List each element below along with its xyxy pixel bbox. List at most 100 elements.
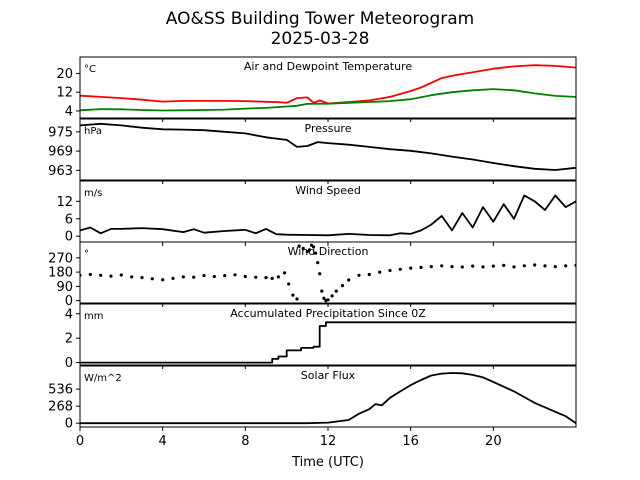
panel-unit: m/s (84, 188, 102, 199)
y-tick-label: 963 (48, 164, 73, 179)
series-point (295, 297, 299, 301)
series-point (316, 261, 320, 265)
panel-title: Pressure (305, 122, 352, 135)
series-point (347, 278, 351, 282)
panel-title: Solar Flux (301, 369, 356, 382)
chart-title: AO&SS Building Tower Meteorogram (166, 9, 474, 29)
series-point (140, 276, 144, 280)
series-point (522, 264, 526, 268)
y-tick-label: 0 (65, 294, 73, 309)
series-point (254, 275, 258, 279)
panel-data-wind (80, 194, 576, 237)
x-tick-label: 0 (76, 434, 84, 449)
series-point (192, 275, 196, 279)
series-point (502, 263, 506, 267)
series-point (334, 289, 338, 293)
series-line-wind-0 (80, 194, 576, 237)
panel-temp: 4 12 20 Air and Dewpoint Temperature °C (56, 56, 577, 122)
x-tick-label: 16 (402, 434, 419, 449)
y-tick-label: 0 (65, 417, 73, 432)
panel-solar: 0 268 536 Solar Flux W/m^2 (48, 365, 577, 432)
series-point (130, 275, 134, 279)
series-point (301, 246, 305, 250)
panel-unit: W/m^2 (84, 373, 122, 384)
y-tick-label: 2 (65, 332, 73, 347)
series-point (287, 282, 291, 286)
panel-frame (79, 365, 577, 428)
panel-pressure: 963 969 975 Pressure hPa (48, 118, 577, 184)
y-tick-label: 12 (56, 86, 73, 101)
series-point (99, 273, 103, 277)
series-point (512, 265, 516, 269)
series-point (264, 276, 268, 280)
panel-data-pressure (80, 122, 576, 171)
series-point (450, 265, 454, 269)
series-point (553, 265, 557, 269)
panel-data-precip (80, 321, 576, 364)
panel-data-direction (80, 243, 576, 303)
y-tick-label: 536 (48, 383, 73, 398)
panel-unit: mm (84, 311, 103, 322)
series-point (491, 264, 495, 268)
y-tick-label: 4 (65, 104, 73, 119)
y-tick-label: 180 (48, 266, 73, 281)
panel-title: Air and Dewpoint Temperature (244, 60, 412, 73)
chart-subtitle-date: 2025-03-28 (271, 29, 370, 49)
x-tick-label: 8 (241, 434, 249, 449)
series-point (181, 275, 185, 279)
panel-data-solar (80, 372, 576, 425)
y-tick-label: 975 (48, 125, 73, 140)
y-tick-label: 6 (65, 212, 73, 227)
series-point (388, 268, 392, 273)
series-point (398, 267, 402, 271)
panel-wind: 0 6 12 Wind Speed m/s (56, 180, 577, 246)
series-point (460, 265, 464, 269)
series-line-pressure-0 (80, 122, 576, 171)
series-point (543, 264, 547, 268)
y-tick-label: 90 (56, 280, 73, 295)
series-line-solar-0 (80, 372, 576, 425)
series-point (161, 278, 165, 282)
series-point (223, 274, 227, 278)
panel-title: Accumulated Precipitation Since 0Z (230, 307, 426, 320)
panel-title: Wind Speed (295, 184, 361, 197)
series-point (307, 248, 311, 252)
panel-unit: °C (84, 64, 96, 75)
series-point (109, 274, 113, 278)
series-point (291, 293, 295, 297)
series-point (440, 264, 444, 268)
series-point (429, 265, 433, 269)
series-line-precip-0 (80, 321, 576, 364)
series-point (419, 265, 423, 269)
series-point (481, 265, 485, 269)
series-point (471, 264, 475, 268)
y-tick-label: 270 (48, 251, 73, 266)
series-point (330, 294, 334, 298)
series-point (357, 273, 361, 277)
x-tick-label: 12 (320, 434, 337, 449)
series-point (318, 272, 322, 276)
series-point (243, 274, 247, 279)
series-point (533, 263, 537, 267)
panel-data-temp (80, 64, 576, 112)
panel-frame (79, 118, 577, 181)
series-point (150, 277, 154, 281)
panel-precip: 0 2 4 Accumulated Precipitation Since 0Z mm (65, 303, 577, 371)
panel-title: Wind Direction (288, 245, 369, 258)
series-point (409, 266, 413, 270)
series-point (212, 274, 216, 279)
panel-unit: hPa (84, 126, 102, 137)
series-point (367, 272, 371, 277)
panel-frame (79, 56, 577, 119)
series-point (326, 298, 330, 302)
series-point (340, 284, 345, 288)
series-point (564, 264, 568, 268)
panel-frame (79, 303, 577, 366)
x-tick-label: 20 (485, 434, 502, 449)
x-tick-label: 4 (159, 434, 167, 449)
series-point (119, 273, 123, 277)
x-axis-label: Time (UTC) (291, 455, 364, 470)
series-point (283, 271, 287, 275)
